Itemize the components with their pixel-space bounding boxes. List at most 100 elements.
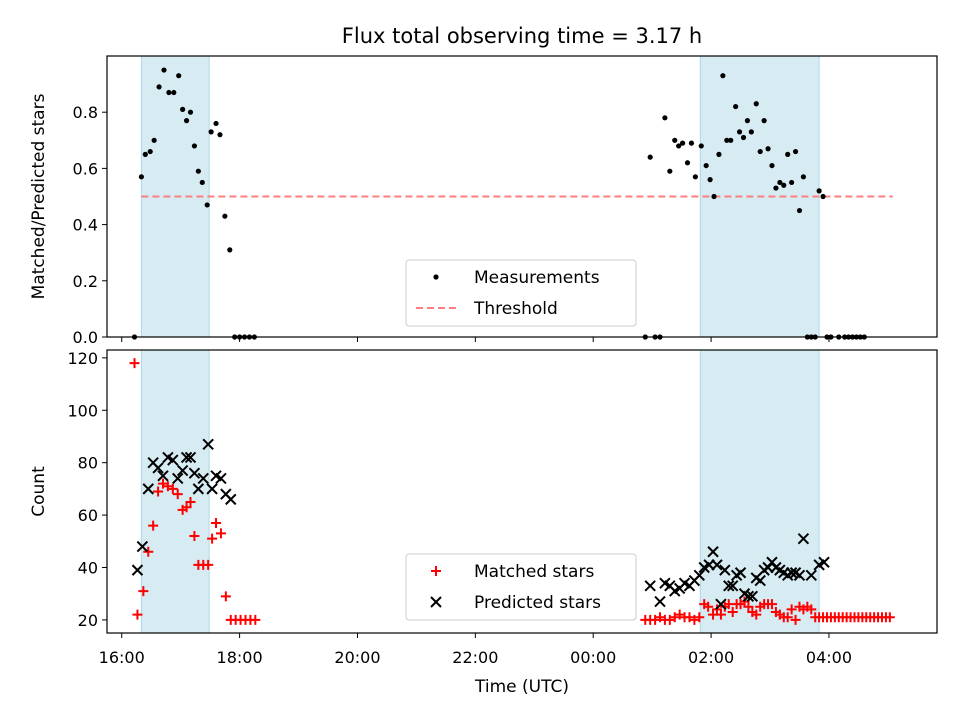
measurement-point xyxy=(204,202,210,208)
predicted-star-point xyxy=(715,598,727,610)
legend: Matched stars Predicted stars xyxy=(405,553,637,621)
y-tick-label: 100 xyxy=(67,401,98,420)
measurement-point xyxy=(773,185,779,191)
matched-star-point xyxy=(220,591,231,602)
matched-star-point xyxy=(172,489,183,500)
measurement-point xyxy=(736,129,743,135)
legend-box xyxy=(405,553,637,621)
measurement-point xyxy=(183,118,190,124)
measurement-point xyxy=(688,140,695,146)
measurement-point xyxy=(733,103,739,110)
predicted-star-point xyxy=(172,472,184,485)
matched-star-point xyxy=(148,520,159,531)
measurement-point xyxy=(765,146,771,152)
measurement-point xyxy=(667,168,673,174)
legend: Measurements Threshold xyxy=(405,259,637,327)
matched-star-point xyxy=(743,601,754,612)
matched-star-point xyxy=(751,609,762,620)
measurement-point xyxy=(679,140,686,146)
y-tick-label: 0.0 xyxy=(73,328,98,347)
y-tick-label: 120 xyxy=(67,349,98,368)
measurement-point xyxy=(227,247,233,253)
measurement-point xyxy=(698,143,704,149)
predicted-star-point xyxy=(136,540,149,553)
y-tick-label: 0.2 xyxy=(73,272,98,291)
measurement-point xyxy=(147,148,153,155)
matched-star-point xyxy=(215,528,226,539)
measurement-point xyxy=(757,148,763,155)
x-tick-label: 00:00 xyxy=(570,648,616,667)
y-tick-label: 40 xyxy=(78,558,98,577)
measurement-point xyxy=(796,207,803,214)
predicted-star-point xyxy=(693,569,706,582)
y-axis-label: Count xyxy=(29,466,49,517)
measurement-point xyxy=(180,106,186,112)
predicted-star-point xyxy=(188,467,201,479)
predicted-star-point xyxy=(818,556,830,568)
measurement-point xyxy=(161,67,167,73)
matched-star-point xyxy=(715,609,726,620)
predicted-star-point xyxy=(157,470,169,482)
measurement-point xyxy=(724,137,730,143)
measurement-point xyxy=(662,115,668,121)
matched-star-point xyxy=(806,604,817,615)
legend-label: Measurements xyxy=(474,268,600,288)
measurement-point xyxy=(728,137,734,143)
predicted-star-point xyxy=(719,564,731,576)
measurement-point xyxy=(213,120,219,127)
measurement-point xyxy=(761,118,767,124)
matched-star-point xyxy=(211,517,222,528)
legend-label: Predicted stars xyxy=(474,593,601,613)
observing-window xyxy=(699,349,820,634)
x-axis-label: Time (UTC) xyxy=(474,677,569,697)
matched-star-point xyxy=(185,496,196,507)
predicted-star-point xyxy=(711,559,723,571)
x-tick-label: 04:00 xyxy=(806,648,852,667)
measurement-point xyxy=(171,89,177,96)
predicted-star-point xyxy=(176,464,189,477)
matched-star-point xyxy=(189,531,200,542)
measurement-point xyxy=(208,129,214,135)
measurement-point xyxy=(187,109,194,115)
legend-label: Matched stars xyxy=(474,562,594,582)
predicted-star-point xyxy=(206,483,218,495)
x-tick-label: 20:00 xyxy=(334,648,380,667)
matched-star-point xyxy=(129,358,140,369)
predicted-star-point xyxy=(723,580,735,592)
matched-star-point xyxy=(703,601,714,612)
measurement-point xyxy=(820,193,826,200)
measurement-point xyxy=(222,213,228,219)
predicted-star-point xyxy=(225,493,237,506)
measurement-point xyxy=(684,160,691,166)
matched-star-point xyxy=(207,533,218,544)
ratio-panel: 0.0 0.2 0.4 0.6 0.8 Matched/Predicted stars Me… xyxy=(29,55,938,347)
measurement-point xyxy=(142,151,148,157)
predicted-star-point xyxy=(734,567,747,579)
predicted-star-point xyxy=(202,438,214,451)
measurement-point xyxy=(692,174,698,180)
count-panel: 20 40 60 80 100 120 16:00 18:00 20:00 22:00 00:00 0… xyxy=(29,349,938,667)
matched-star-point xyxy=(203,559,214,570)
measurement-point xyxy=(703,162,709,169)
predicted-star-point xyxy=(131,564,144,576)
measurement-point xyxy=(166,89,172,96)
measurement-point xyxy=(676,143,682,149)
measurement-point xyxy=(138,174,144,180)
legend-marker-plus xyxy=(431,566,441,576)
predicted-star-point xyxy=(142,483,154,495)
y-tick-label: 80 xyxy=(78,454,98,473)
measurement-point xyxy=(647,154,653,160)
y-tick-label: 60 xyxy=(78,506,98,525)
predicted-star-point xyxy=(197,472,209,485)
matched-star-point xyxy=(786,604,797,615)
measurement-point xyxy=(800,174,807,180)
predicted-star-point xyxy=(192,483,205,495)
predicted-star-point xyxy=(785,567,798,579)
predicted-star-point xyxy=(152,462,164,474)
x-tick-label: 02:00 xyxy=(688,648,734,667)
matched-star-point xyxy=(694,612,705,623)
matched-star-point xyxy=(766,599,777,610)
predicted-star-point xyxy=(180,451,193,464)
y-tick-label: 0.8 xyxy=(73,103,98,122)
